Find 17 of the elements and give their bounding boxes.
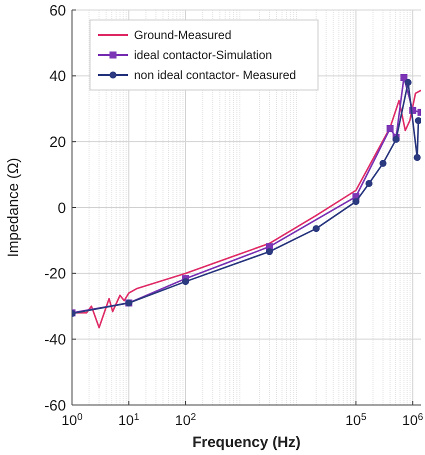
legend-label: Ground-Measured: [134, 28, 232, 42]
y-tick-label: 0: [58, 200, 66, 217]
y-tick-label: 20: [49, 134, 66, 151]
x-tick-label: 10$^{2}$: [175, 412, 196, 428]
legend-label: non ideal contactor- Measured: [134, 68, 296, 82]
x-axis-title: Frequency (Hz): [192, 434, 301, 451]
x-tick-label: 10$^{1}$: [118, 412, 140, 428]
x-tick-label: 10$^{5}$: [345, 412, 367, 428]
y-tick-label: -60: [44, 397, 66, 414]
y-tick-label: 40: [49, 68, 66, 86]
x-tick-label: 10$^{0}$: [61, 412, 84, 428]
y-tick-label: -40: [44, 331, 66, 348]
legend-label: ideal contactor-Simulation: [134, 48, 272, 62]
x-tick-label: 10$^{6}$: [402, 412, 424, 428]
y-axis-title: Impedance (Ω): [5, 158, 22, 258]
y-tick-label: 60: [49, 2, 66, 20]
y-tick-label: -20: [44, 266, 66, 283]
